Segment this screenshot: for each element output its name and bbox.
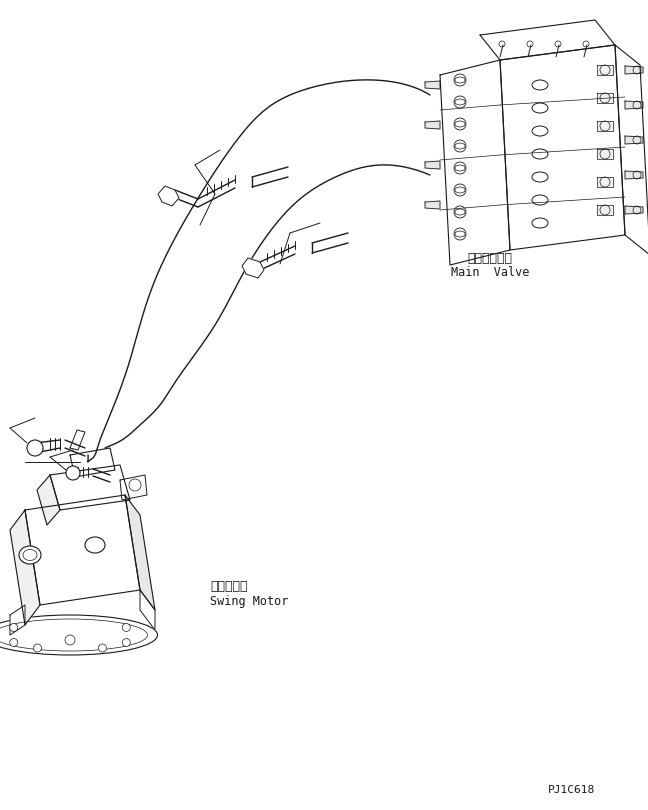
Polygon shape	[625, 101, 643, 109]
Text: PJ1C618: PJ1C618	[548, 785, 595, 795]
Polygon shape	[625, 206, 643, 214]
Polygon shape	[597, 177, 613, 187]
Polygon shape	[597, 205, 613, 215]
Polygon shape	[70, 430, 85, 450]
Polygon shape	[625, 136, 643, 144]
Circle shape	[66, 466, 80, 480]
Circle shape	[10, 638, 17, 646]
Polygon shape	[425, 121, 440, 129]
Text: Swing Motor: Swing Motor	[210, 595, 288, 608]
Polygon shape	[425, 81, 440, 89]
Polygon shape	[37, 475, 60, 525]
Text: メインバルブ: メインバルブ	[467, 252, 513, 265]
Polygon shape	[425, 201, 440, 209]
Ellipse shape	[19, 546, 41, 564]
Polygon shape	[120, 475, 147, 500]
Circle shape	[122, 624, 130, 632]
Polygon shape	[140, 590, 155, 630]
Polygon shape	[158, 186, 179, 206]
Polygon shape	[625, 171, 643, 179]
Polygon shape	[125, 495, 155, 610]
Text: Main  Valve: Main Valve	[451, 266, 529, 279]
Ellipse shape	[0, 615, 157, 655]
Polygon shape	[500, 45, 625, 250]
Circle shape	[65, 635, 75, 645]
Polygon shape	[10, 605, 25, 635]
Polygon shape	[597, 93, 613, 103]
Circle shape	[98, 644, 106, 652]
Circle shape	[122, 638, 130, 646]
Ellipse shape	[85, 537, 105, 553]
Polygon shape	[615, 45, 648, 255]
Polygon shape	[50, 465, 130, 510]
Polygon shape	[70, 448, 115, 477]
Polygon shape	[10, 510, 40, 625]
Polygon shape	[625, 66, 643, 74]
Polygon shape	[440, 60, 510, 265]
Polygon shape	[597, 65, 613, 75]
Text: 旋回モータ: 旋回モータ	[210, 580, 248, 593]
Circle shape	[34, 644, 41, 652]
Polygon shape	[597, 149, 613, 159]
Circle shape	[10, 624, 17, 632]
Polygon shape	[242, 258, 264, 278]
Polygon shape	[480, 20, 615, 60]
Circle shape	[27, 440, 43, 456]
Polygon shape	[425, 161, 440, 169]
Polygon shape	[25, 495, 140, 605]
Polygon shape	[597, 121, 613, 131]
